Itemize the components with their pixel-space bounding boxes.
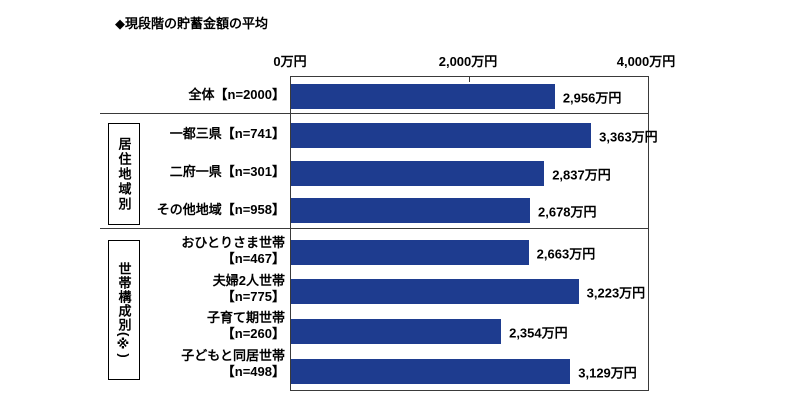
plot-area: 2,956万円 3,363万円 2,837万円 2,678万円 2,663万円 … <box>290 76 658 391</box>
bar-value-2fu-1ken: 2,837万円 <box>552 167 611 182</box>
category-label-2fu-1ken: 二府一県【n=301】 <box>169 164 285 179</box>
bar-value-total: 2,956万円 <box>562 90 622 105</box>
group-separator-2 <box>100 228 648 229</box>
bar-value-other-regions: 2,678万円 <box>538 204 597 219</box>
bar-value-childrearing-household: 2,354万円 <box>509 325 568 340</box>
bar-childrearing-household <box>291 319 502 344</box>
chart-title: ◆現段階の貯蓄金額の平均 <box>115 16 268 31</box>
category-label-total: 全体【n=2000】 <box>188 87 285 102</box>
category-label-living-with-children: 子どもと同居世帯 【n=498】 <box>181 348 285 379</box>
group-box-household-composition: 世帯構成別(※) <box>108 240 140 380</box>
x-axis-tick-2000: 2,000万円 <box>438 54 498 69</box>
bar-total <box>291 84 555 109</box>
category-label-single-household: おひとりさま世帯 【n=467】 <box>181 235 285 266</box>
x-axis-midpoint-tick <box>469 77 470 82</box>
category-label-other-regions: その他地域【n=958】 <box>156 202 285 217</box>
bar-tokyo-3pref <box>291 123 592 148</box>
bar-single-household <box>291 240 529 265</box>
bar-living-with-children <box>291 359 571 384</box>
group-box-residence-region: 居住地域別 <box>108 123 140 225</box>
bar-2fu-1ken <box>291 161 545 186</box>
bar-value-tokyo-3pref: 3,363万円 <box>599 129 658 144</box>
bar-value-single-household: 2,663万円 <box>536 246 596 261</box>
bar-other-regions <box>291 198 530 223</box>
group-separator-1 <box>100 113 648 114</box>
x-axis-tick-0: 0万円 <box>273 54 307 69</box>
bar-value-living-with-children: 3,129万円 <box>578 365 637 380</box>
x-axis-tick-4000: 4,000万円 <box>616 54 676 69</box>
category-label-couple-household: 夫婦2人世帯 【n=775】 <box>212 273 285 304</box>
category-label-tokyo-3pref: 一都三県【n=741】 <box>169 126 285 141</box>
bar-value-couple-household: 3,223万円 <box>586 285 646 300</box>
bar-couple-household <box>291 279 579 304</box>
category-label-childrearing-household: 子育て期世帯 【n=260】 <box>206 310 285 341</box>
